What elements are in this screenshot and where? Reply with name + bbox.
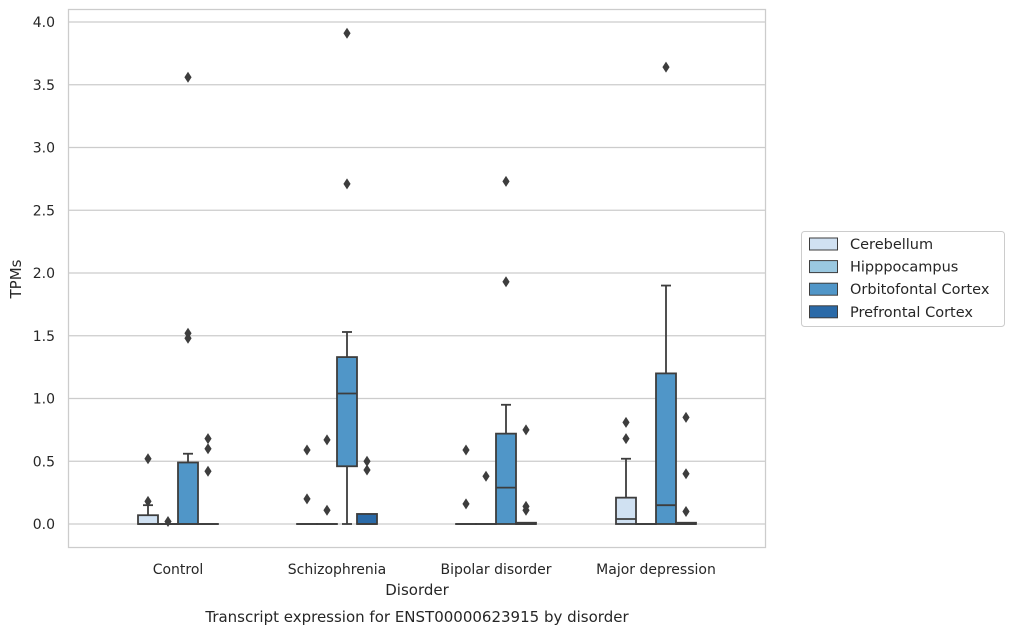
outlier-point (184, 71, 192, 83)
outlier-point (303, 444, 311, 456)
box-prefrontal-cortex (356, 455, 378, 525)
box-cerebellum (137, 453, 159, 525)
outlier-point (622, 433, 630, 445)
outlier-point (204, 443, 212, 455)
outlier-point (204, 465, 212, 477)
outlier-point (343, 27, 351, 39)
outlier-point (164, 515, 172, 527)
legend-swatch (809, 260, 838, 274)
outlier-point (343, 178, 351, 190)
x-tick-label: Schizophrenia (288, 562, 386, 578)
box-body (336, 356, 358, 468)
legend-swatch (809, 282, 838, 296)
outlier-point (303, 493, 311, 505)
y-tick-label: 3.5 (33, 78, 55, 94)
box-prefrontal-cortex (515, 424, 537, 525)
outlier-point (522, 424, 530, 436)
x-tick-label: Bipolar disorder (440, 562, 551, 578)
box-body (356, 513, 378, 525)
x-tick-label: Major depression (596, 562, 716, 578)
box-hipppocampus (316, 434, 338, 525)
legend-label: Cerebellum (850, 237, 933, 253)
outlier-point (363, 455, 371, 467)
y-tick-label: 0.5 (33, 454, 55, 470)
box-body (177, 461, 199, 525)
chart-caption: Transcript expression for ENST0000062391… (204, 608, 629, 626)
box-hipppocampus (475, 470, 497, 525)
outlier-point (682, 505, 690, 517)
box-body (615, 496, 637, 525)
outlier-point (502, 276, 510, 288)
box-cerebellum (455, 444, 477, 525)
plot-boxes (137, 27, 697, 527)
y-tick-label: 2.0 (33, 266, 55, 282)
outlier-point (462, 444, 470, 456)
outlier-point (144, 453, 152, 465)
legend-swatch (809, 305, 838, 319)
box-hipppocampus (157, 515, 179, 527)
outlier-point (622, 416, 630, 428)
outlier-point (482, 470, 490, 482)
y-gridlines (69, 21, 765, 525)
box-cerebellum (615, 416, 637, 525)
legend-swatch (809, 237, 838, 251)
plot-frame (67, 8, 767, 549)
outlier-point (682, 468, 690, 480)
y-tick-label: 1.0 (33, 392, 55, 408)
outlier-point (522, 504, 530, 516)
outlier-point (204, 433, 212, 445)
box-orbitofontal-cortex (336, 27, 358, 525)
outlier-point (144, 495, 152, 507)
box-prefrontal-cortex (197, 433, 219, 525)
legend-label: Hipppocampus (850, 260, 958, 276)
x-tick-label: Control (153, 562, 204, 578)
box-prefrontal-cortex (675, 411, 697, 525)
outlier-point (462, 498, 470, 510)
legend-label: Orbitofontal Cortex (850, 282, 990, 298)
outlier-point (682, 411, 690, 423)
legend: Cerebellum Hipppocampus Orbitofontal Corte… (801, 231, 1005, 327)
outlier-point (323, 434, 331, 446)
box-body (137, 514, 159, 525)
outlier-point (662, 61, 670, 73)
y-tick-label: 2.5 (33, 203, 55, 219)
box-orbitofontal-cortex (655, 61, 677, 525)
box-orbitofontal-cortex (177, 71, 199, 525)
box-cerebellum (296, 444, 318, 525)
y-tick-label: 3.0 (33, 141, 55, 157)
x-tick-labels: Control Schizophrenia Bipolar disorder Majo… (153, 562, 716, 578)
y-axis-label: TPMs (7, 259, 25, 299)
y-tick-label: 4.0 (33, 15, 55, 31)
outlier-point (184, 332, 192, 344)
outlier-point (502, 175, 510, 187)
x-axis-label: Disorder (385, 581, 449, 599)
box-body (495, 432, 517, 525)
box-orbitofontal-cortex (495, 175, 517, 525)
y-tick-label: 1.5 (33, 329, 55, 345)
legend-frame (801, 231, 1005, 327)
y-tick-label: 0.0 (33, 517, 55, 533)
box-body (655, 372, 677, 525)
legend-label: Prefrontal Cortex (850, 305, 973, 321)
outlier-point (363, 464, 371, 476)
y-tick-labels: 0.0 0.5 1.0 1.5 2.0 2.5 3.0 3.5 4.0 (33, 15, 55, 533)
outlier-point (323, 504, 331, 516)
